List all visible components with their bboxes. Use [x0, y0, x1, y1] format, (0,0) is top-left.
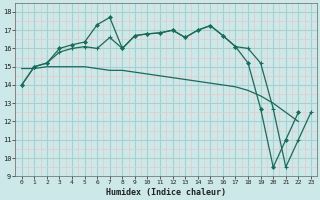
- X-axis label: Humidex (Indice chaleur): Humidex (Indice chaleur): [106, 188, 226, 197]
